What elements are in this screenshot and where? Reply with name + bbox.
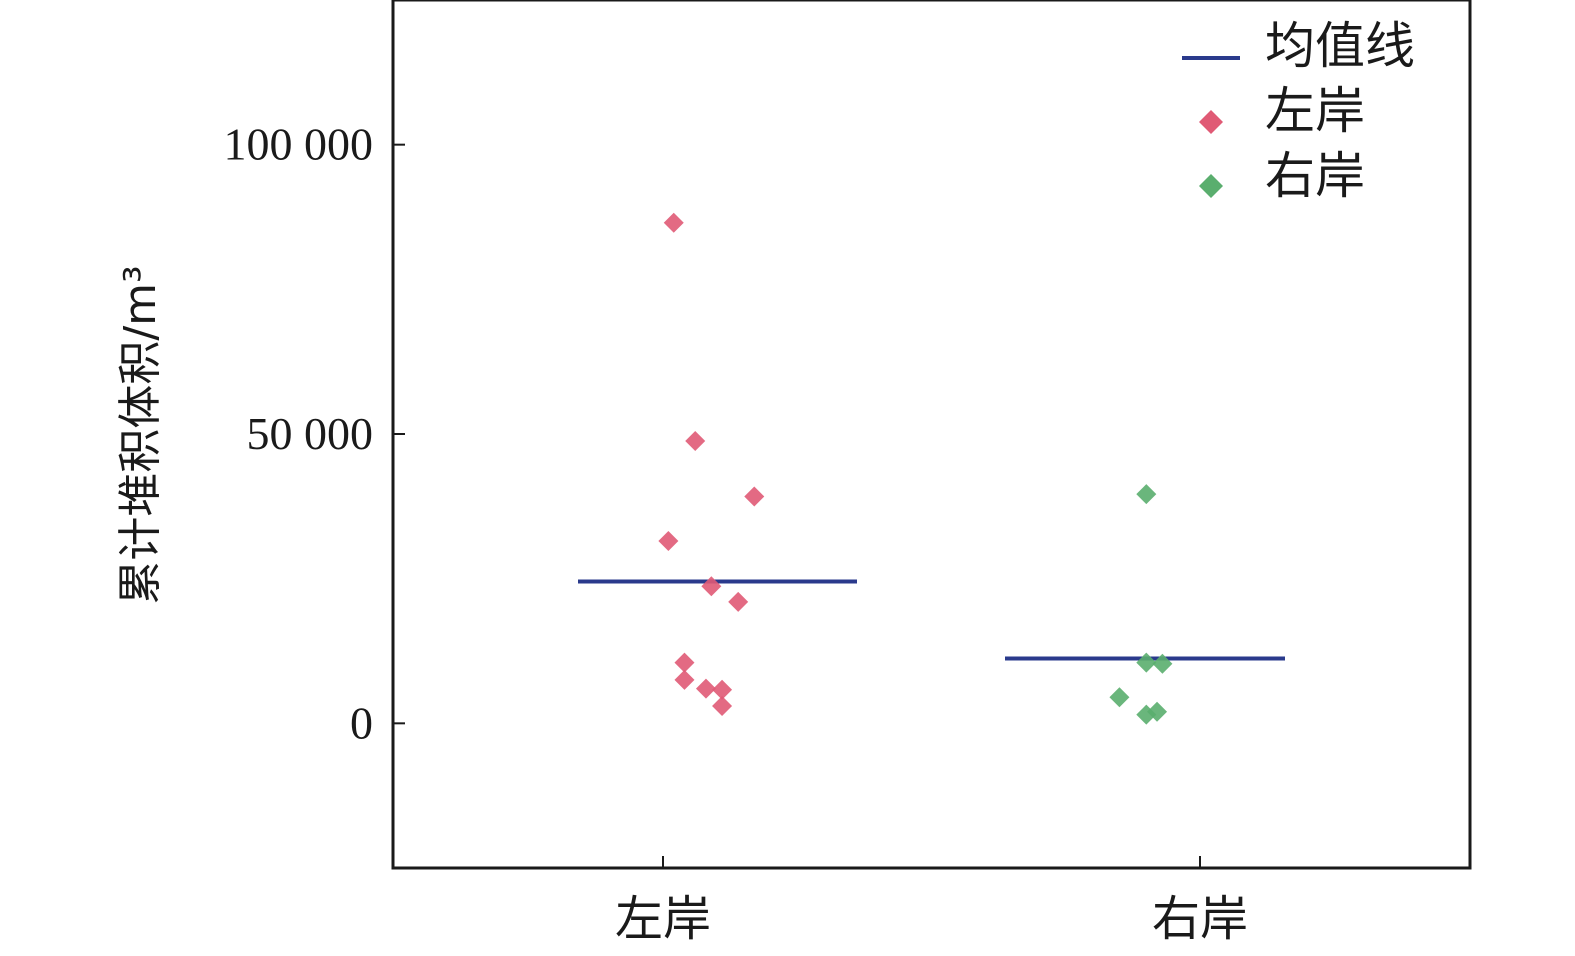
y-tick-label: 50 000 <box>247 408 374 459</box>
legend-label-right-bank: 右岸 <box>1265 147 1365 205</box>
data-point <box>1136 652 1157 673</box>
legend-left-bank-marker <box>1199 110 1223 134</box>
data-point <box>712 695 733 716</box>
data-point <box>674 652 695 673</box>
x-axis: 左岸 右岸 <box>615 856 1248 947</box>
data-points <box>658 212 1173 725</box>
y-axis-title: 累计堆积体积/m³ <box>115 265 166 604</box>
legend-right-bank-marker <box>1199 174 1223 198</box>
legend-label-left-bank: 左岸 <box>1265 82 1365 140</box>
data-point <box>1109 687 1130 708</box>
data-point <box>1136 484 1157 505</box>
data-point <box>744 486 765 507</box>
legend-label-mean-line: 均值线 <box>1265 17 1415 75</box>
data-point <box>1152 653 1173 674</box>
x-tick-label: 左岸 <box>615 891 711 947</box>
data-point <box>728 591 749 612</box>
x-tick-label: 右岸 <box>1152 891 1248 947</box>
y-tick-label: 100 000 <box>224 119 374 170</box>
legend: 均值线 左岸 右岸 <box>1182 17 1415 205</box>
y-tick-label: 0 <box>350 697 373 748</box>
data-point <box>1147 701 1168 722</box>
y-axis: 0 50 000 100 000 <box>224 119 405 748</box>
data-point <box>712 679 733 700</box>
data-point <box>695 678 716 699</box>
data-point <box>674 669 695 690</box>
mean-lines <box>578 579 1285 661</box>
data-point <box>663 212 684 233</box>
data-point <box>685 430 706 451</box>
data-point <box>701 576 722 597</box>
data-point <box>658 531 679 552</box>
